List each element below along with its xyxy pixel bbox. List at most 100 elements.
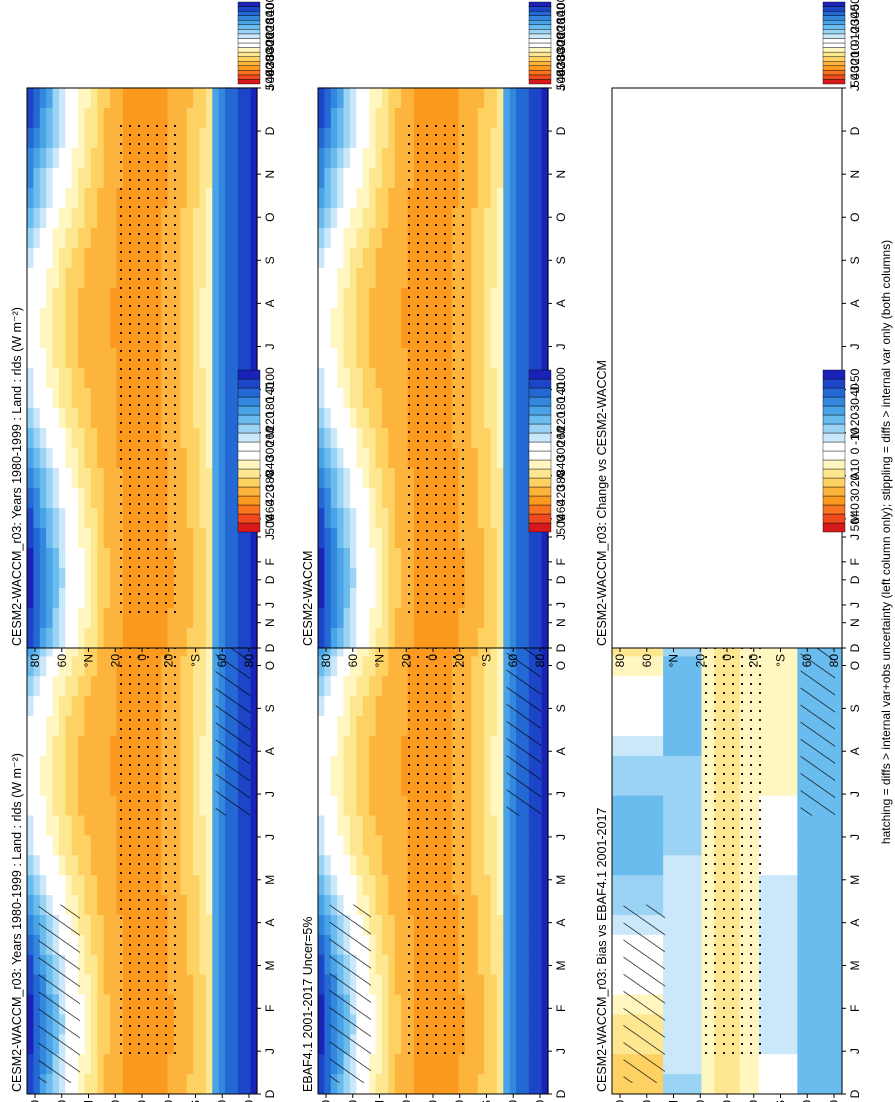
colorbar-left-top-label: 500 [263, 514, 277, 534]
left-top-panel-ytick: 60 [55, 1100, 69, 1102]
colorbar-left-top-swatch [237, 459, 261, 470]
colorbar-left-bot-swatch [822, 504, 846, 515]
right-bot-panel-xtick: A [848, 299, 862, 307]
colorbar-right-mid-swatch [528, 24, 552, 30]
left-mid-panel-ytick: 20 [453, 1100, 467, 1102]
right-bot-panel-field [612, 87, 843, 648]
colorbar-left-mid-swatch [528, 504, 552, 515]
colorbar-right-mid-label: 300 [554, 33, 568, 53]
colorbar-right-top-label: 300 [263, 33, 277, 53]
right-mid-panel-xtick: M [554, 428, 568, 438]
right-top-panel-xtick: D [263, 126, 277, 135]
right-mid-panel-ytick: °N [373, 654, 387, 667]
right-top-panel-xtick: D [263, 643, 277, 652]
right-top-panel-ytick: 0 [135, 654, 149, 661]
colorbar-left-top-label: 260 [263, 426, 277, 446]
right-bot-panel-ytick: °N [667, 654, 681, 667]
colorbar-right-mid-swatch [528, 38, 552, 44]
left-bot-panel-xtick: F [848, 1005, 862, 1012]
left-top-panel-xtick: A [263, 747, 277, 755]
left-bot-panel-ytick: 0 [720, 1100, 734, 1102]
colorbar-left-mid-swatch [528, 522, 552, 533]
colorbar-left-bot-label: 0 [848, 447, 862, 454]
colorbar-right-bot-label: 30 [848, 58, 862, 72]
colorbar-right-bot-swatch [822, 15, 846, 21]
right-top-panel-field [27, 87, 258, 648]
colorbar-right-mid-swatch [528, 29, 552, 35]
left-bot-panel-title: CESM2-WACCM_r03: Bias vs EBAF4.1 2001-20… [595, 808, 609, 1092]
colorbar-right-mid-label: 100 [554, 0, 568, 16]
colorbar-right-top-label: 180 [263, 10, 277, 30]
left-bot-panel-xtick: J [848, 834, 862, 840]
left-bot-panel-ytick: 60 [800, 1100, 814, 1102]
colorbar-right-mid-swatch [528, 56, 552, 62]
right-top-panel-xtick: J [263, 343, 277, 349]
colorbar-left-top-swatch [237, 405, 261, 416]
colorbar-right-mid-swatch [528, 70, 552, 76]
colorbar-left-mid-swatch [528, 387, 552, 398]
colorbar-left-bot-swatch [822, 441, 846, 452]
right-bot-panel-xtick: D [848, 643, 862, 652]
colorbar-left-top-swatch [237, 441, 261, 452]
colorbar-left-top-swatch [237, 414, 261, 425]
colorbar-left-mid-swatch [528, 432, 552, 443]
left-bot-panel-xtick: D [848, 1089, 862, 1098]
left-mid-panel-xtick: J [554, 1048, 568, 1054]
colorbar-right-mid-swatch [528, 74, 552, 80]
colorbar-right-mid-label: 220 [554, 18, 568, 38]
left-top-panel-title: CESM2-WACCM_r03: Years 1980-1999 : Land … [10, 753, 24, 1092]
left-mid-panel-xtick: F [554, 1005, 568, 1012]
left-bot-panel-hatching-north [623, 904, 665, 1083]
colorbar-right-mid-swatch [528, 33, 552, 39]
colorbar-right-mid-label: 260 [554, 25, 568, 45]
right-mid-panel-xtick: J [554, 387, 568, 393]
left-top-panel-xtick: D [263, 575, 277, 584]
colorbar-right-mid-swatch [528, 20, 552, 25]
colorbar-right-top-swatch [237, 10, 261, 16]
colorbar-left-bot-swatch [822, 405, 846, 416]
colorbar-right-top-swatch [237, 38, 261, 44]
right-top-panel-title: CESM2-WACCM_r03: Years 1980-1999 : Land … [10, 307, 24, 646]
right-mid-panel-ytick: 20 [399, 654, 413, 668]
left-mid-panel-xtick: J [554, 534, 568, 540]
colorbar-left-mid-swatch [528, 459, 552, 470]
colorbar-left-top-swatch [237, 504, 261, 515]
colorbar-left-mid-label: 260 [554, 426, 568, 446]
colorbar-left-bot-label: 40 [848, 503, 862, 517]
right-mid-panel-xtick: M [554, 514, 568, 524]
colorbar-left-bot-swatch [822, 522, 846, 533]
left-bot-panel-stippling [699, 570, 764, 1061]
left-top-panel-ytick: 0 [135, 1100, 149, 1102]
colorbar-right-mid-swatch [528, 79, 552, 85]
left-mid-panel-xtick: D [554, 1089, 568, 1098]
colorbar-left-bot-label: 50 [848, 518, 862, 532]
colorbar-right-mid-swatch [528, 42, 552, 48]
left-bot-panel-xtick: S [848, 704, 862, 712]
colorbar-left-mid-swatch [528, 441, 552, 452]
colorbar-right-mid-label: 500 [554, 70, 568, 90]
colorbar-left-top-swatch [237, 477, 261, 488]
colorbar-left-bot-swatch [822, 459, 846, 470]
colorbar-left-mid-label: 180 [554, 396, 568, 416]
right-bot-panel-xtick: J [848, 343, 862, 349]
colorbar-left-mid-label: 220 [554, 411, 568, 431]
left-mid-panel-xtick: J [554, 834, 568, 840]
colorbar-right-top-label: 100 [263, 0, 277, 16]
left-bot-panel-xtick: J [848, 1048, 862, 1054]
right-top-panel-ytick: 60 [215, 654, 229, 668]
colorbar-left-mid-swatch [528, 495, 552, 506]
left-mid-panel-title: EBAF4.1 2001-2017 Uncer=5% [301, 917, 315, 1092]
colorbar-right-top-swatch [237, 61, 261, 66]
right-bot-panel-ytick: 60 [640, 654, 654, 668]
right-mid-panel-xtick: S [554, 256, 568, 264]
left-bot-panel-xtick: D [848, 575, 862, 584]
left-bot-panel-xtick: M [848, 875, 862, 885]
colorbar-right-top-label: 340 [263, 40, 277, 60]
colorbar-right-mid-swatch [528, 1, 552, 7]
colorbar-right-bot-swatch [822, 10, 846, 16]
